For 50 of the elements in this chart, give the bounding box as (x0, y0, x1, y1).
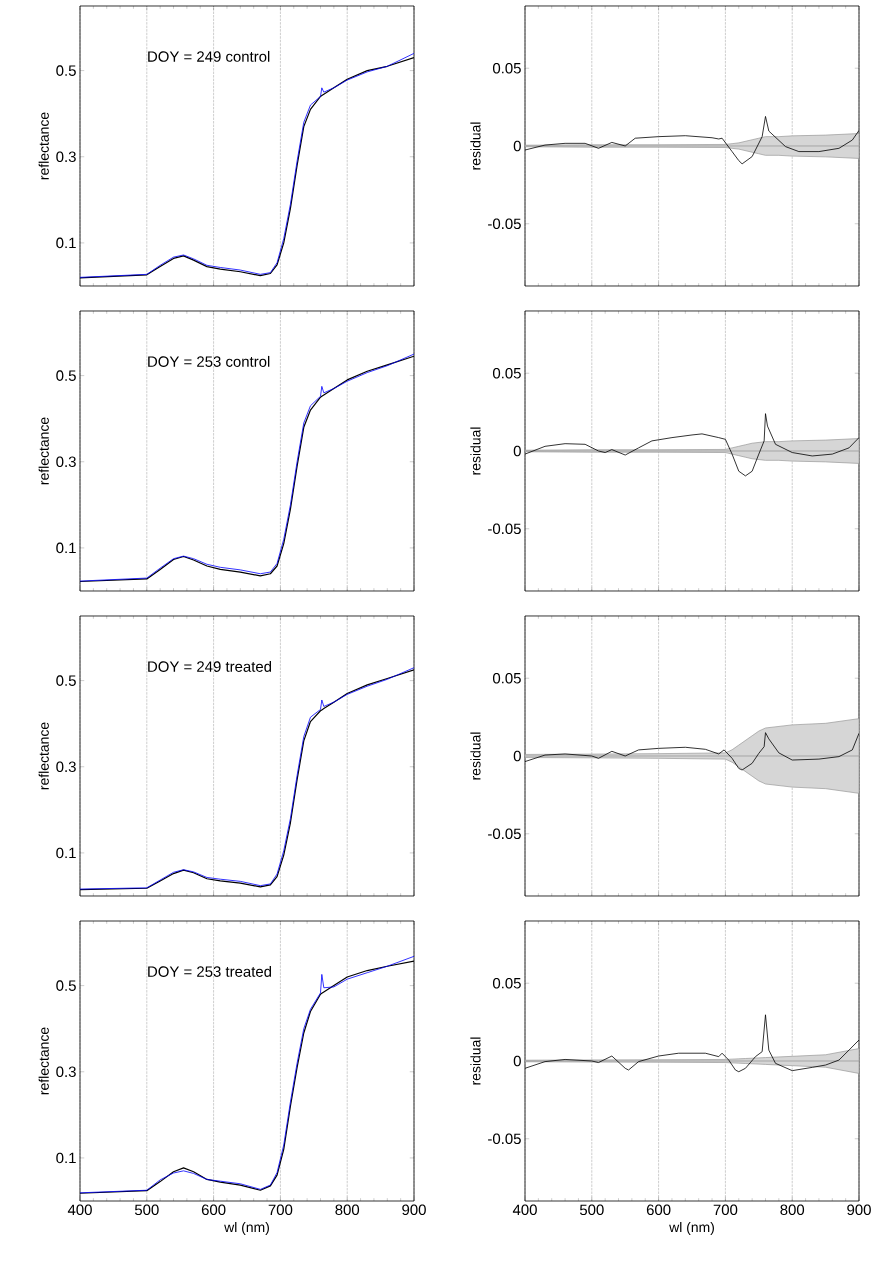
x-tick-label: 600 (646, 1204, 671, 1216)
y-tick-label: 0 (513, 445, 521, 457)
annotation: DOY = 249 treated (148, 660, 272, 672)
y-tick-label: 0 (513, 750, 521, 762)
x-tick-label: 500 (579, 1204, 604, 1216)
y-tick-label: 0.1 (56, 237, 76, 249)
x-tick-label: 400 (512, 1204, 537, 1216)
y-tick-label: -0.05 (488, 523, 521, 535)
y-tick-label: -0.05 (488, 218, 521, 230)
y-tick-label: 0.05 (492, 62, 521, 74)
y-tick-label: -0.05 (488, 1133, 521, 1145)
x-tick-label: 900 (847, 1204, 871, 1216)
y-axis-title: residual (470, 732, 481, 780)
y-tick-label: 0.05 (492, 367, 521, 379)
annotation: DOY = 253 control (148, 355, 270, 367)
y-tick-label: 0.5 (56, 675, 76, 686)
y-tick-label: -0.05 (488, 828, 521, 840)
x-tick-label: 500 (134, 1204, 159, 1216)
y-tick-label: 0.3 (56, 456, 76, 468)
y-tick-label: 0.05 (492, 672, 521, 684)
x-tick-label: 800 (780, 1204, 805, 1216)
x-tick-label: 700 (268, 1204, 293, 1216)
y-axis-title: residual (470, 1037, 481, 1085)
y-tick-label: 0.1 (56, 542, 76, 554)
y-tick-label: 0.3 (56, 761, 76, 773)
x-tick-label: 700 (713, 1204, 738, 1216)
y-axis-title: reflectance (38, 1027, 49, 1095)
y-tick-label: 0.5 (56, 980, 76, 991)
y-axis-title: reflectance (38, 417, 49, 485)
y-axis-title: reflectance (38, 112, 49, 180)
y-tick-label: 0.05 (492, 977, 521, 989)
x-tick-label: 600 (201, 1204, 226, 1216)
y-tick-label: 0.3 (56, 151, 76, 163)
x-axis-title: wl (nm) (669, 1221, 714, 1235)
y-tick-label: 0 (513, 1055, 521, 1067)
y-tick-label: 0.1 (56, 847, 76, 859)
annotation: DOY = 249 control (148, 50, 270, 62)
y-tick-label: 0.1 (56, 1152, 76, 1164)
y-axis-title: residual (470, 427, 481, 475)
y-tick-label: 0.5 (56, 65, 76, 76)
annotation: DOY = 253 treated (148, 965, 272, 977)
x-axis-title: wl (nm) (224, 1221, 269, 1235)
y-tick-label: 0.5 (56, 370, 76, 381)
x-tick-label: 800 (335, 1204, 360, 1216)
y-tick-label: 0.3 (56, 1066, 76, 1078)
y-axis-title: reflectance (38, 722, 49, 790)
y-axis-title: residual (470, 122, 481, 170)
x-tick-label: 400 (67, 1204, 92, 1216)
y-tick-label: 0 (513, 140, 521, 152)
x-tick-label: 900 (402, 1204, 426, 1216)
